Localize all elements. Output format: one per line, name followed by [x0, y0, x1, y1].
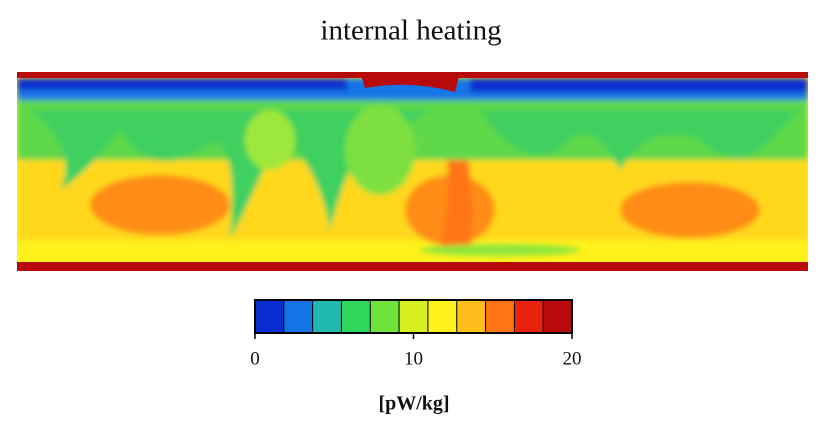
colorbar-bin	[456, 299, 487, 334]
colorbar-bin	[340, 299, 372, 334]
colorbar-tick-label: 0	[250, 348, 260, 369]
colorbar-tick-label: 10	[404, 348, 423, 369]
colorbar-bin	[254, 299, 285, 334]
colorbar-bin	[312, 299, 343, 334]
colorbar-bin	[283, 299, 314, 334]
colorbar: 0 10 20	[250, 299, 582, 369]
colorbar-bin	[398, 299, 429, 334]
colorbar-bin	[513, 299, 544, 334]
colorbar-bin	[485, 299, 516, 334]
colorbar-bin	[542, 299, 573, 334]
chart-title: internal heating	[320, 15, 501, 47]
heatmap-field	[17, 72, 808, 271]
colorbar-bin	[427, 299, 458, 334]
colorbar-label: [pW/kg]	[378, 393, 449, 415]
colorbar-tick-label: 20	[563, 348, 582, 369]
colorbar-bin	[369, 299, 400, 334]
